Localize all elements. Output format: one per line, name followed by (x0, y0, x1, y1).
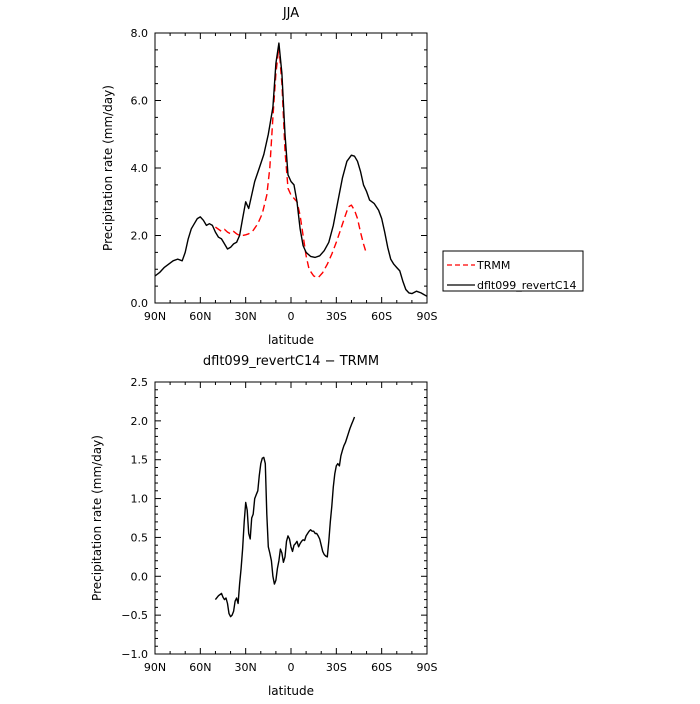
x-tick-label: 60N (189, 661, 211, 674)
bottom-axis-ticks: 90N 60N 30N 0 30S 60S 90S −1.0 −0.5 0.0 0.5 1.0 1.5 2… (121, 376, 437, 674)
x-tick-label: 90S (417, 661, 438, 674)
series-line-dflt099-revertc14 (154, 42, 428, 297)
bottom-x-axis-label: latitude (268, 684, 314, 698)
top-series-group (154, 42, 428, 297)
bottom-plot-frame (154, 381, 428, 655)
legend: TRMM dflt099_revertC14 (442, 250, 584, 292)
x-tick-label: 0 (288, 661, 295, 674)
bottom-series-group (214, 416, 356, 618)
x-tick-label: 90N (144, 661, 166, 674)
x-tick-label: 30N (235, 661, 257, 674)
bottom-y-axis-label: Precipitation rate (mm/day) (90, 435, 104, 601)
bottom-chart-title: dflt099_revertC14 − TRMM (203, 354, 379, 369)
y-tick-label: 0.5 (131, 531, 149, 544)
x-tick-label: 30S (326, 310, 347, 323)
legend-box (442, 250, 584, 292)
y-tick-label: 1.0 (131, 493, 149, 506)
x-tick-label: 60S (371, 310, 392, 323)
legend-label-trmm: TRMM (476, 259, 510, 272)
top-axis-ticks: 90N 60N 30N 0 30S 60S 90S 0.0 2.0 4.0 6.0 8.0 (131, 27, 438, 323)
y-tick-label: 0.0 (131, 297, 149, 310)
x-tick-label: 30N (235, 310, 257, 323)
series-line-diff-0 (214, 416, 356, 618)
y-tick-label: 2.0 (131, 230, 149, 243)
y-tick-label: 2.5 (131, 376, 149, 389)
top-y-axis-label: Precipitation rate (mm/day) (101, 85, 115, 251)
y-tick-label: −1.0 (121, 648, 148, 661)
y-tick-label: 2.0 (131, 415, 149, 428)
y-tick-label: 4.0 (131, 162, 149, 175)
y-tick-label: 6.0 (131, 95, 149, 108)
x-tick-label: 60N (189, 310, 211, 323)
y-tick-label: 0.0 (131, 570, 149, 583)
top-plot-frame (154, 32, 428, 304)
bottom-panel: dflt099_revertC14 − TRMM latitude Precip… (90, 354, 438, 698)
top-panel: JJA latitude Precipitation rate (mm/day)… (101, 6, 584, 347)
top-x-axis-label: latitude (268, 333, 314, 347)
x-tick-label: 60S (371, 661, 392, 674)
x-tick-label: 90N (144, 310, 166, 323)
y-tick-label: 1.5 (131, 454, 149, 467)
y-tick-label: 8.0 (131, 27, 149, 40)
x-tick-label: 90S (417, 310, 438, 323)
x-tick-label: 30S (326, 661, 347, 674)
legend-label-model: dflt099_revertC14 (477, 279, 577, 292)
top-chart-title: JJA (282, 6, 299, 21)
y-tick-label: −0.5 (121, 609, 148, 622)
series-line-trmm (214, 45, 368, 279)
x-tick-label: 0 (288, 310, 295, 323)
